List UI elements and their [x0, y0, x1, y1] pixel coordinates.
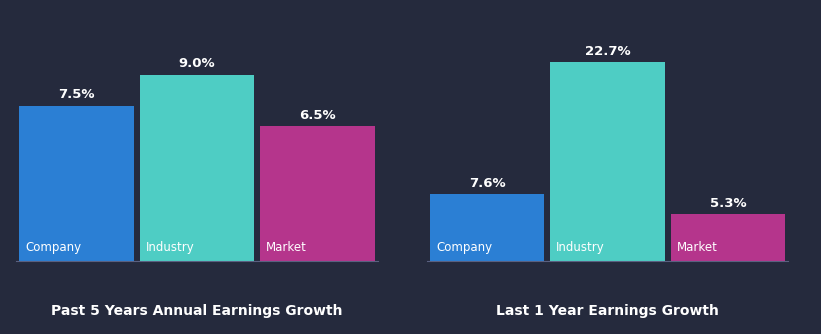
Bar — [430, 194, 544, 261]
Text: Company: Company — [436, 241, 492, 254]
Text: Market: Market — [266, 241, 307, 254]
Text: 9.0%: 9.0% — [179, 57, 215, 70]
Bar — [140, 75, 255, 261]
Text: Industry: Industry — [146, 241, 195, 254]
Text: 7.5%: 7.5% — [58, 88, 95, 101]
Text: Market: Market — [677, 241, 718, 254]
Text: 6.5%: 6.5% — [299, 109, 336, 122]
Text: 22.7%: 22.7% — [585, 45, 631, 58]
Text: Company: Company — [25, 241, 81, 254]
Bar — [550, 62, 665, 261]
Text: Last 1 Year Earnings Growth: Last 1 Year Earnings Growth — [496, 304, 719, 318]
Bar — [260, 126, 374, 261]
Text: Industry: Industry — [557, 241, 605, 254]
Text: 7.6%: 7.6% — [469, 177, 506, 190]
Text: 5.3%: 5.3% — [709, 197, 746, 210]
Text: Past 5 Years Annual Earnings Growth: Past 5 Years Annual Earnings Growth — [51, 304, 343, 318]
Bar — [20, 106, 134, 261]
Bar — [671, 214, 785, 261]
